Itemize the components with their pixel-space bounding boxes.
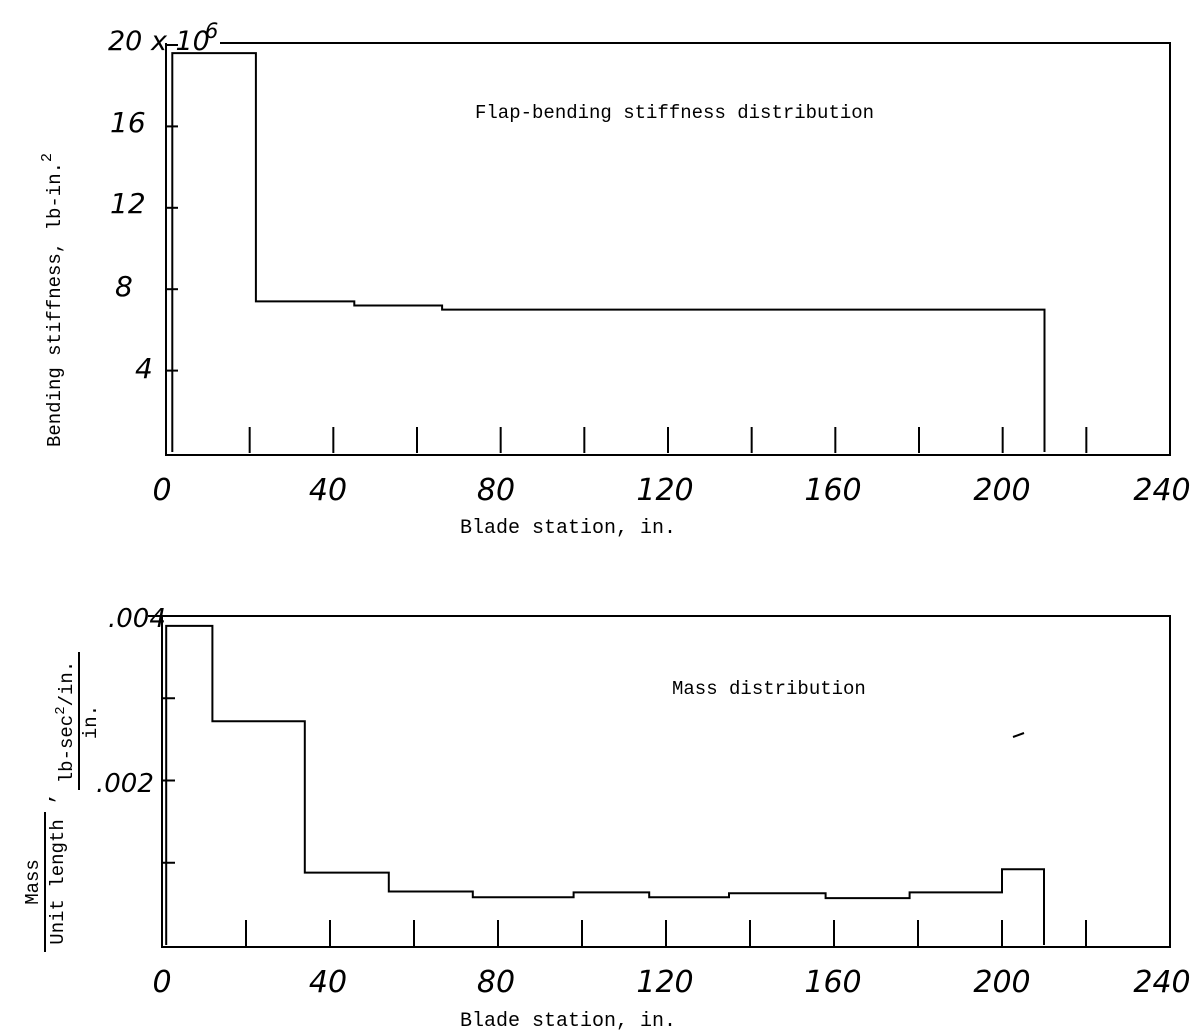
mass-y-tick-label: .002 [96,769,154,799]
mass-y-ticks [162,697,175,864]
mass-yunit-numerator-tail: /in. [56,661,78,707]
mass-x-tick-label: 240 [1133,965,1190,1000]
stiffness-x-tick-label: 160 [804,473,861,508]
mass-x-ticks [245,920,1087,946]
stiffness-y-tick-label: 12 [110,187,146,220]
stiffness-y-axis-label: Bending stiffness, lb-in.2 [39,153,66,447]
stiffness-y-axis-label-superscript: 2 [39,153,56,162]
stiffness-y-top-label: 20 x 10 [108,26,210,57]
mass-x-tick-labels: 0 40 80 120 160 200 240 [152,965,1190,1000]
mass-x-tick-label: 0 [152,965,171,1000]
mass-yunit-numerator: lb-sec2/in. [53,661,78,783]
stiffness-y-tick-label: 16 [110,106,146,139]
mass-x-tick-label: 40 [309,965,347,1000]
stiffness-y-tick-label: 4 [135,352,153,385]
stiffness-x-tick-label: 120 [636,473,693,508]
mass-x-tick-label: 120 [636,965,693,1000]
mass-x-tick-label: 160 [804,965,861,1000]
mass-x-tick-label: 80 [477,965,515,1000]
stiffness-y-tick-labels: 4 8 12 16 [110,106,153,385]
stiffness-chart-title: Flap-bending stiffness distribution [475,102,874,124]
mass-yunit-denominator: in. [80,705,102,739]
stiffness-x-tick-labels: 0 40 80 120 160 200 240 [152,473,1190,508]
mass-y-tick-label: .004 [108,604,166,634]
stiffness-x-axis-label: Blade station, in. [460,517,676,540]
mass-y-axis-label: Mass Unit length , lb-sec2/in. in. [22,652,102,952]
stiffness-y-ticks [166,44,178,372]
mass-chart: Mass distribution .002 .004 0 40 80 120 … [22,604,1191,1033]
stiffness-y-axis-label-text: Bending stiffness, lb-in. [44,162,66,447]
mass-ylabel-separator: , [36,792,59,804]
stiffness-x-tick-label: 200 [973,473,1030,508]
stiffness-x-tick-label: 0 [152,473,171,508]
stiffness-x-tick-label: 40 [309,473,347,508]
mass-ylabel-numerator: Mass [22,859,44,905]
mass-step-series [165,624,1045,945]
mass-x-tick-label: 200 [973,965,1030,1000]
stiffness-step-series [171,52,1046,452]
scan-mark [1012,732,1025,738]
mass-ylabel-denominator: Unit length [47,819,69,944]
mass-yunit-numerator-text: lb-sec [56,715,78,783]
stiffness-plot-frame [165,42,1171,456]
mass-x-axis-label: Blade station, in. [460,1010,676,1033]
mass-yunit-superscript: 2 [53,706,69,714]
stiffness-y-exponent: 6 [205,19,218,43]
stiffness-x-tick-label: 240 [1133,473,1190,508]
mass-plot-frame [148,615,1171,948]
stiffness-x-ticks [248,427,1088,453]
mass-y-tick-labels: .002 .004 [96,604,166,799]
stiffness-y-tick-label: 8 [115,270,133,303]
stiffness-x-tick-label: 80 [477,473,515,508]
stiffness-chart: Flap-bending stiffness distribution 20 x… [39,19,1191,540]
mass-chart-title: Mass distribution [672,678,866,700]
